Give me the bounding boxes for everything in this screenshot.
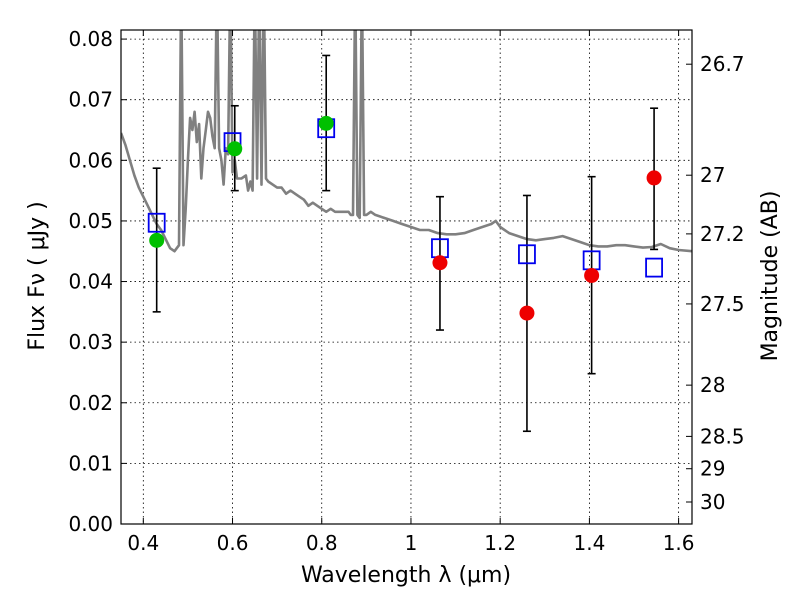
observed-flux-marker [318,115,334,131]
y-tick-label: 0.01 [68,451,113,475]
x-tick-label: 0.8 [306,531,338,555]
x-tick-label: 1.2 [484,531,516,555]
error-bars-layer [152,54,659,433]
markers-layer [147,115,663,321]
y-tick-label: 0.06 [68,148,113,172]
y-tick-label: 0.05 [68,209,113,233]
model-sed-layer [121,30,692,253]
y-tick-label: 0.03 [68,330,113,354]
observed-flux-marker [584,267,600,283]
observed-flux-marker [227,141,243,157]
y-tick-label: 0.07 [68,88,113,112]
model-flux-marker [645,257,663,278]
plot-frame [120,29,693,525]
y2-tick-label: 26.7 [700,52,745,76]
model-flux-marker [518,244,536,265]
x-tick-label: 1.4 [573,531,605,555]
ticks-layer: 0.4 0.6 0.8 1 1.2 1.4 1.6 0.00 0.01 0.02 0.03 0.04 0… [68,27,744,555]
y2-tick-label: 28.5 [700,424,745,448]
observed-flux-marker [149,232,165,248]
x-axis-label: Wavelength λ (μm) [301,563,511,588]
model-sed-line [121,30,692,253]
y2-tick-label: 29 [700,457,725,481]
observed-flux-marker [519,305,535,321]
y-tick-label: 0.08 [68,27,113,51]
observed-flux-marker [432,255,448,271]
x-tick-label: 1.6 [663,531,695,555]
model-flux-marker [147,212,166,233]
y2-tick-label: 28 [700,373,725,397]
x-tick-label: 0.6 [217,531,249,555]
y-axis-label: Flux Fν ( μJy ) [25,201,50,350]
y2-tick-label: 27 [700,163,725,187]
y2-axis-label: Magnitude (AB) [758,191,783,362]
y2-tick-label: 27.2 [700,222,745,246]
observed-flux-marker [646,170,662,186]
y2-tick-label: 30 [700,490,725,514]
x-tick-label: 0.4 [127,531,159,555]
grid [121,30,692,525]
y-tick-label: 0.04 [68,270,113,294]
y-tick-label: 0.02 [68,391,113,415]
y-tick-label: 0.00 [68,512,113,536]
y2-tick-label: 27.5 [700,292,745,316]
x-tick-label: 1 [405,531,418,555]
